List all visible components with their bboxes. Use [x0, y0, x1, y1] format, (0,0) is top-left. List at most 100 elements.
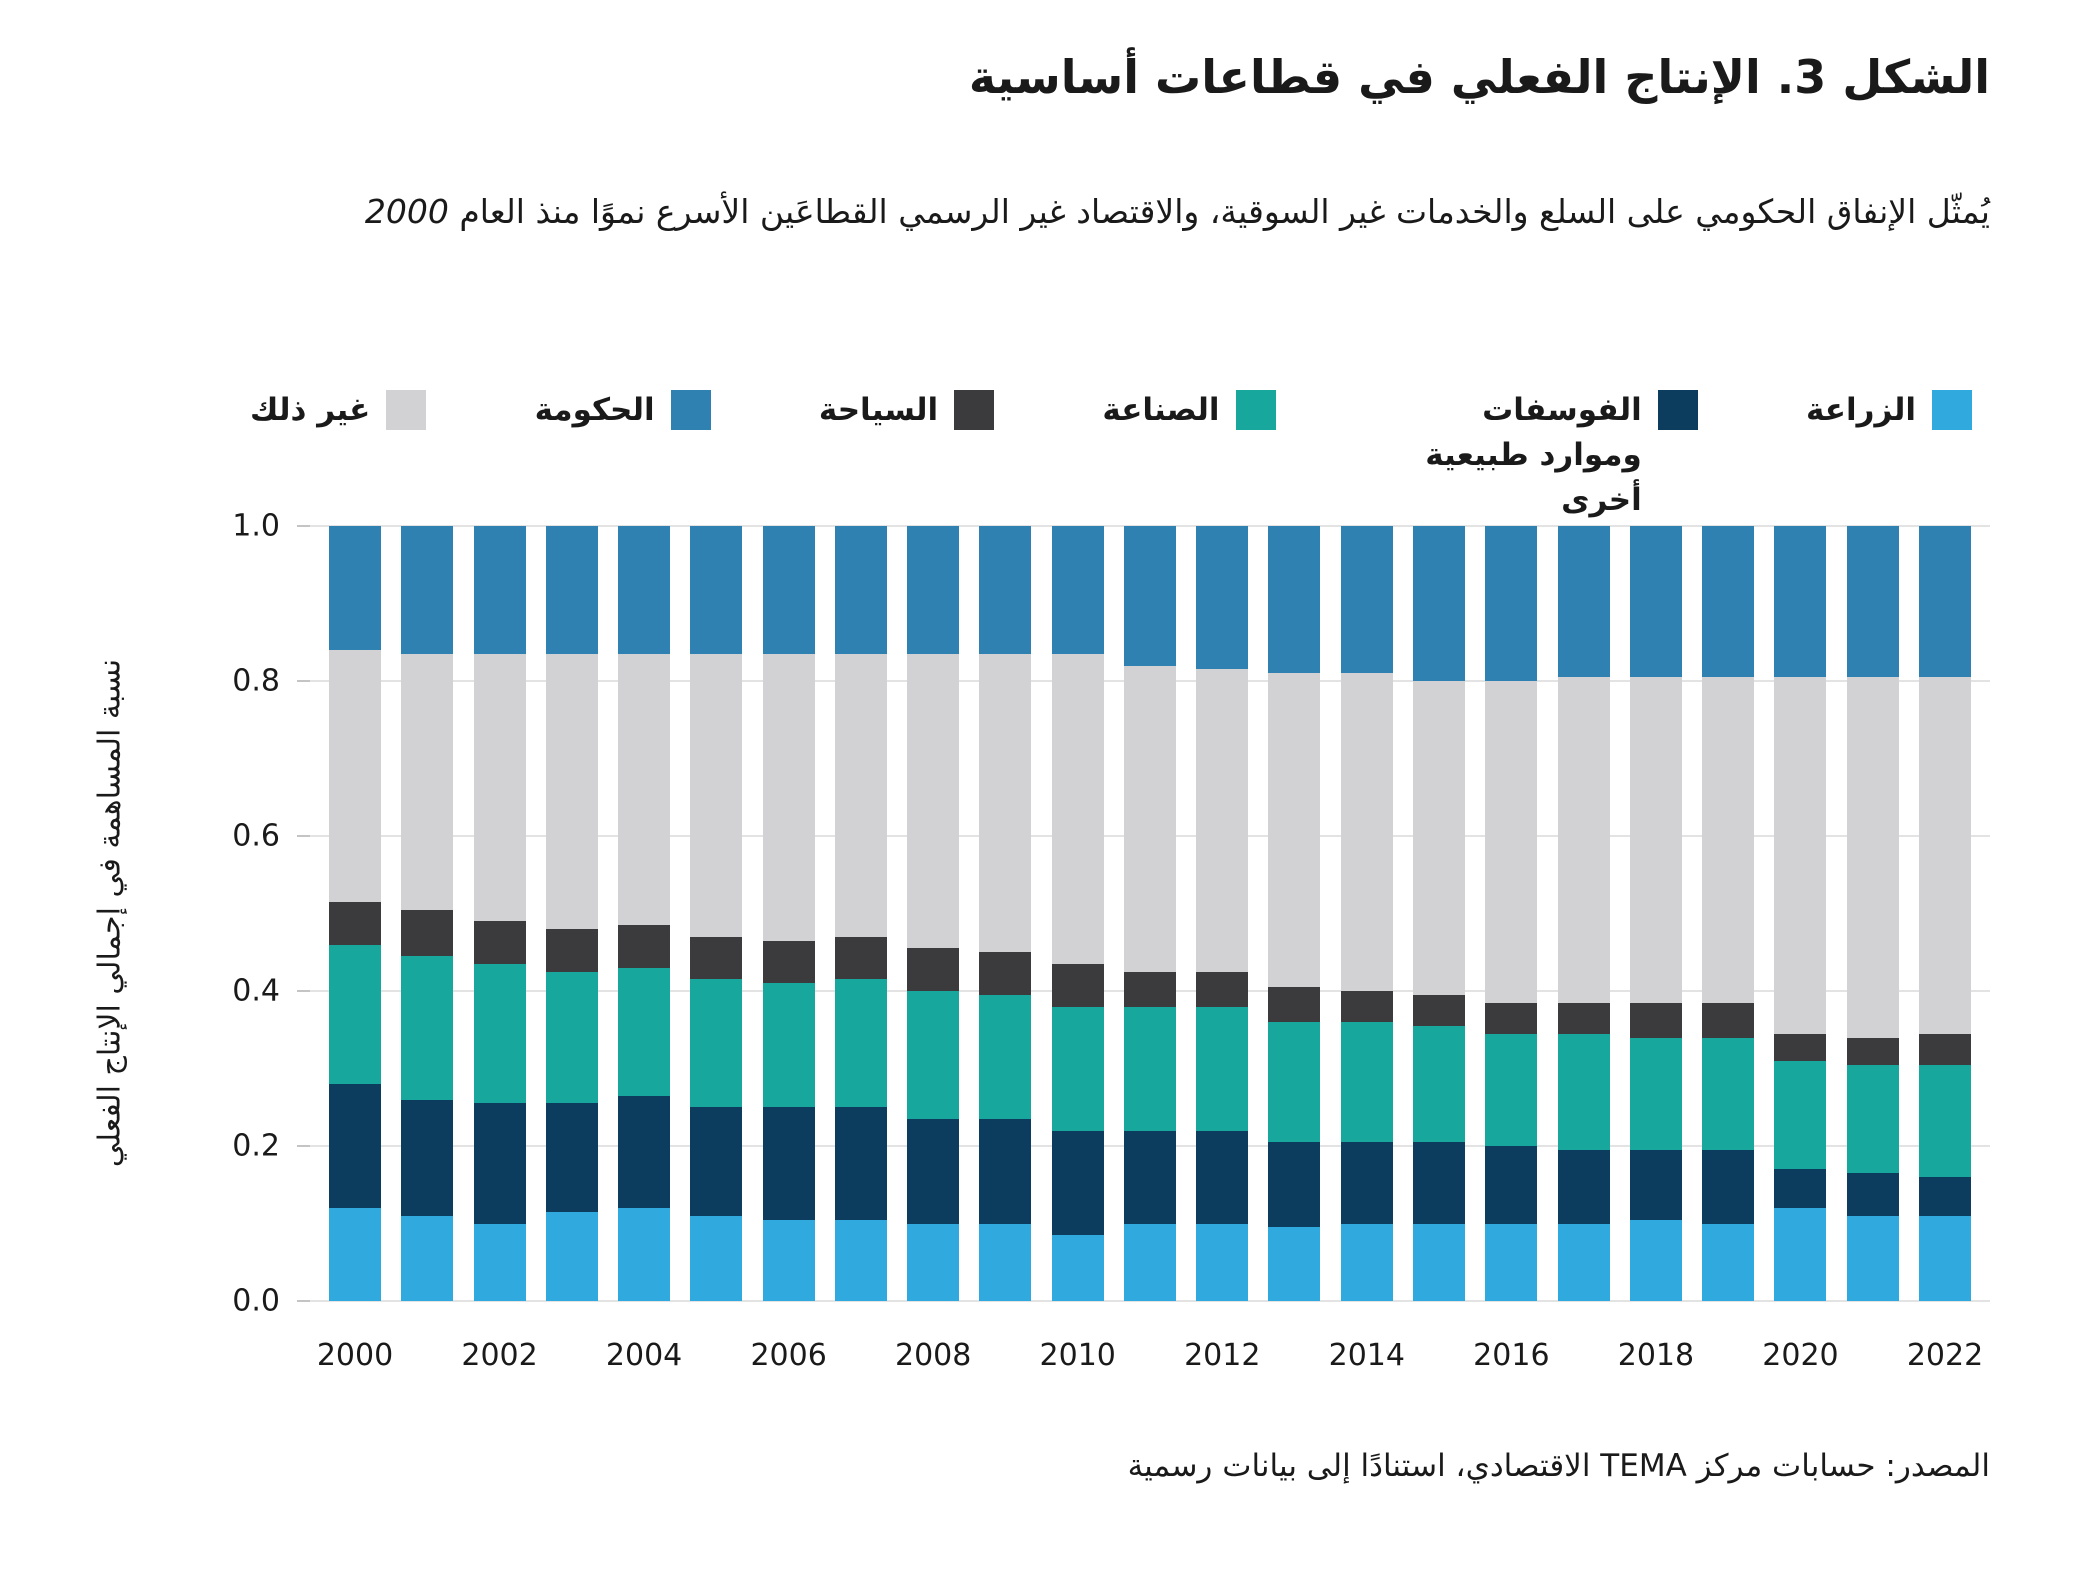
legend-item-2: الصناعة	[1102, 388, 1276, 523]
bar-segment	[1557, 1149, 1610, 1224]
bar-segment	[1702, 1002, 1755, 1038]
chart-subtitle: يُمثّل الإنفاق الحكومي على السلع والخدما…	[180, 186, 1990, 237]
bar-segment	[1196, 669, 1249, 972]
bar-segment	[401, 956, 454, 1100]
bar-segment	[834, 979, 887, 1108]
x-tick-label: 2008	[894, 1338, 972, 1373]
bar-segment	[1774, 1169, 1827, 1208]
bar-segment	[1196, 526, 1249, 670]
bar-segment	[618, 1208, 671, 1301]
bar-2007	[834, 526, 887, 1301]
x-tick-label: 2002	[461, 1338, 538, 1373]
bar-segment	[1123, 526, 1176, 666]
legend-swatch-icon	[1657, 390, 1698, 430]
bar-2008	[907, 526, 960, 1301]
bar-segment	[1051, 653, 1104, 964]
y-axis-title: نسبة المساهمة في إجمالي الإنتاج الفعلي	[92, 658, 128, 1168]
bar-segment	[1340, 1142, 1393, 1224]
bar-segment	[1774, 1208, 1827, 1301]
y-tick-mark	[297, 1300, 310, 1302]
bar-segment	[1268, 673, 1321, 988]
x-tick-label: 2012	[1184, 1338, 1261, 1373]
bar-segment	[1557, 677, 1610, 1003]
bar-2022	[1918, 526, 1971, 1301]
legend-label: الحكومة	[534, 392, 655, 428]
source-note: المصدر: حسابات مركز TEMA الاقتصادي، استن…	[1127, 1448, 1990, 1484]
bar-segment	[1485, 681, 1538, 1003]
legend: الزراعة الفوسفات وموارد طبيعية أخرى الصناع…	[250, 388, 1972, 523]
bar-segment	[1557, 1033, 1610, 1150]
gridline	[310, 1145, 1990, 1147]
bar-segment	[1051, 1006, 1104, 1131]
bar-segment	[1629, 677, 1682, 1003]
bar-2001	[401, 526, 454, 1301]
bar-segment	[1557, 526, 1610, 678]
bar-segment	[473, 653, 526, 922]
bar-segment	[401, 1099, 454, 1216]
y-tick-label: 0.4	[232, 973, 280, 1009]
bar-segment	[762, 1219, 815, 1301]
gridline	[310, 1300, 1990, 1302]
bar-segment	[834, 1107, 887, 1220]
gridline	[310, 525, 1990, 527]
bar-segment	[1196, 1223, 1249, 1301]
legend-swatch-icon	[1235, 390, 1276, 430]
bar-segment	[401, 909, 454, 957]
bar-segment	[1412, 681, 1465, 995]
bar-segment	[907, 991, 960, 1119]
bar-segment	[618, 925, 671, 968]
y-tick-mark	[297, 680, 310, 682]
bar-segment	[545, 526, 598, 654]
bar-segment	[1123, 1130, 1176, 1224]
bar-segment	[979, 1223, 1032, 1301]
bar-segment	[401, 526, 454, 654]
bar-segment	[1774, 1033, 1827, 1061]
legend-item-3: السياحة	[819, 388, 995, 523]
legend-label: الزراعة	[1806, 392, 1916, 428]
bar-2021	[1846, 526, 1899, 1301]
bar-segment	[329, 1084, 381, 1208]
bar-segment	[1702, 526, 1755, 678]
bar-segment	[1412, 1142, 1465, 1224]
y-tick-mark	[297, 1145, 310, 1147]
bar-segment	[1485, 1033, 1538, 1146]
bar-segment	[1774, 677, 1827, 1034]
gridline	[310, 680, 1990, 682]
bar-segment	[1051, 1235, 1104, 1301]
bar-segment	[545, 1211, 598, 1301]
bar-segment	[762, 526, 815, 654]
bar-segment	[1123, 1006, 1176, 1131]
bar-segment	[545, 971, 598, 1104]
bar-segment	[473, 526, 526, 654]
bar-segment	[907, 1118, 960, 1224]
legend-item-4: الحكومة	[535, 388, 711, 523]
bar-segment	[762, 983, 815, 1108]
bar-segment	[1123, 665, 1176, 972]
bar-segment	[979, 1118, 1032, 1224]
bar-segment	[1846, 1173, 1899, 1216]
bar-segment	[473, 1223, 526, 1301]
bar-segment	[329, 1208, 381, 1301]
bar-2002	[473, 526, 526, 1301]
legend-label: الفوسفات وموارد طبيعية أخرى	[1425, 392, 1642, 518]
y-tick-mark	[297, 525, 310, 527]
bar-segment	[1846, 1037, 1899, 1065]
bar-segment	[834, 526, 887, 654]
bar-segment	[1702, 677, 1755, 1003]
bar-2019	[1702, 526, 1755, 1301]
bar-segment	[1702, 1223, 1755, 1301]
bar-2015	[1412, 526, 1465, 1301]
bar-segment	[1485, 1223, 1538, 1301]
bar-2012	[1196, 526, 1249, 1301]
bar-segment	[473, 1103, 526, 1224]
bar-segment	[618, 653, 671, 926]
bar-segment	[1918, 1033, 1971, 1065]
y-tick-mark	[297, 990, 310, 992]
bar-segment	[1196, 971, 1249, 1007]
bar-segment	[545, 1103, 598, 1212]
bar-segment	[979, 994, 1032, 1119]
bar-segment	[762, 1107, 815, 1220]
bar-segment	[762, 653, 815, 941]
bar-segment	[907, 948, 960, 991]
